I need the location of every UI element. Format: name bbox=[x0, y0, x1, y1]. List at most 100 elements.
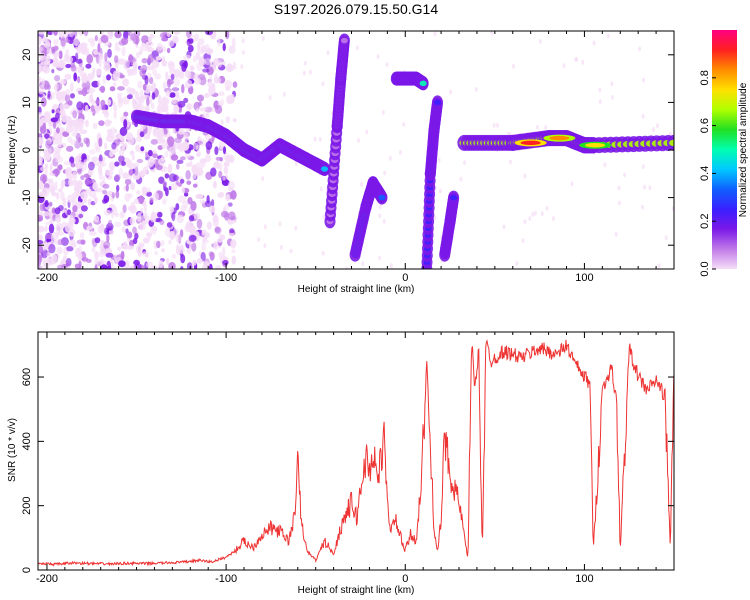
noise-speck bbox=[38, 149, 42, 155]
noise-speck bbox=[55, 83, 59, 91]
noise-speck bbox=[278, 221, 282, 227]
noise-speck bbox=[545, 205, 549, 211]
noise-speck bbox=[92, 182, 98, 191]
noise-speck bbox=[180, 205, 188, 212]
ridge-core-steady-tone bbox=[669, 139, 674, 147]
noise-speck bbox=[144, 75, 149, 85]
noise-speck bbox=[214, 104, 223, 114]
noise-speck bbox=[196, 61, 203, 71]
noise-speck bbox=[125, 183, 129, 192]
noise-speck bbox=[97, 251, 106, 258]
noise-speck bbox=[110, 208, 115, 219]
noise-speck bbox=[102, 75, 107, 85]
noise-speck bbox=[149, 197, 154, 203]
noise-speck bbox=[592, 40, 596, 46]
noise-speck bbox=[177, 247, 185, 254]
noise-speck bbox=[90, 104, 95, 112]
noise-speck bbox=[116, 184, 120, 192]
noise-speck bbox=[433, 31, 437, 37]
noise-speck bbox=[100, 34, 109, 44]
noise-speck bbox=[156, 42, 163, 51]
noise-speck bbox=[76, 201, 83, 209]
noise-speck bbox=[43, 111, 51, 119]
noise-speck bbox=[263, 224, 267, 230]
snr-xlabel: Height of straight line (km) bbox=[298, 585, 415, 596]
noise-speck bbox=[211, 107, 216, 113]
noise-speck bbox=[147, 54, 154, 64]
noise-speck bbox=[55, 112, 60, 120]
noise-speck bbox=[570, 181, 574, 187]
noise-speck bbox=[209, 74, 213, 84]
noise-speck bbox=[355, 45, 359, 51]
noise-speck bbox=[180, 254, 186, 264]
noise-speck bbox=[171, 211, 176, 222]
noise-speck bbox=[44, 225, 48, 232]
noise-speck bbox=[172, 31, 181, 35]
noise-speck bbox=[66, 172, 74, 180]
noise-speck bbox=[157, 145, 163, 151]
noise-speck bbox=[164, 173, 170, 179]
noise-speck bbox=[94, 35, 98, 42]
noise-speck bbox=[142, 166, 149, 175]
noise-speck bbox=[197, 49, 206, 54]
noise-speck bbox=[606, 33, 610, 39]
noise-speck bbox=[92, 70, 95, 78]
noise-speck bbox=[161, 248, 165, 253]
noise-speck bbox=[94, 258, 100, 266]
noise-speck bbox=[68, 178, 74, 187]
noise-speck bbox=[111, 142, 117, 150]
noise-speck bbox=[38, 180, 44, 190]
noise-speck bbox=[176, 159, 184, 164]
colorbar-tick-label: 0.4 bbox=[699, 166, 711, 181]
noise-speck bbox=[107, 99, 112, 106]
noise-speck bbox=[46, 84, 51, 90]
noise-speck bbox=[80, 191, 87, 200]
noise-speck bbox=[150, 214, 157, 223]
noise-speck bbox=[102, 189, 108, 195]
noise-speck bbox=[533, 210, 537, 216]
noise-speck bbox=[88, 161, 95, 171]
noise-speck bbox=[55, 218, 61, 223]
noise-speck bbox=[360, 181, 363, 187]
noise-speck bbox=[169, 92, 176, 98]
noise-speck bbox=[143, 134, 150, 140]
noise-speck bbox=[88, 231, 97, 236]
noise-speck bbox=[195, 52, 201, 61]
noise-speck bbox=[92, 122, 98, 130]
noise-speck bbox=[45, 147, 52, 156]
noise-speck bbox=[261, 36, 265, 41]
noise-speck bbox=[177, 128, 185, 135]
noise-speck bbox=[100, 99, 106, 107]
noise-speck bbox=[617, 185, 621, 191]
noise-speck bbox=[121, 226, 127, 233]
noise-speck bbox=[51, 207, 56, 214]
noise-speck bbox=[54, 75, 61, 82]
noise-speck bbox=[193, 212, 200, 220]
noise-speck bbox=[176, 163, 180, 170]
noise-speck bbox=[141, 186, 147, 197]
noise-speck bbox=[385, 62, 389, 67]
noise-speck bbox=[202, 264, 206, 269]
noise-speck bbox=[164, 150, 169, 158]
noise-speck bbox=[142, 83, 147, 91]
noise-speck bbox=[167, 136, 175, 147]
noise-speck bbox=[189, 65, 195, 71]
noise-speck bbox=[188, 215, 195, 222]
colorbar-tick-label: 0.8 bbox=[699, 70, 711, 85]
noise-speck bbox=[228, 232, 235, 237]
noise-speck bbox=[65, 93, 71, 104]
noise-speck bbox=[114, 161, 120, 167]
colorbar-tick-label: 0.2 bbox=[699, 214, 711, 229]
ridge-core-descending-branch bbox=[321, 166, 329, 172]
noise-speck bbox=[186, 103, 192, 111]
noise-speck bbox=[502, 224, 506, 230]
noise-speck bbox=[641, 164, 645, 170]
noise-speck bbox=[112, 82, 117, 87]
noise-speck bbox=[129, 163, 137, 169]
noise-speck bbox=[222, 146, 227, 155]
noise-speck bbox=[126, 94, 133, 100]
noise-speck bbox=[195, 140, 203, 145]
noise-speck bbox=[38, 259, 41, 267]
noise-speck bbox=[216, 238, 223, 243]
